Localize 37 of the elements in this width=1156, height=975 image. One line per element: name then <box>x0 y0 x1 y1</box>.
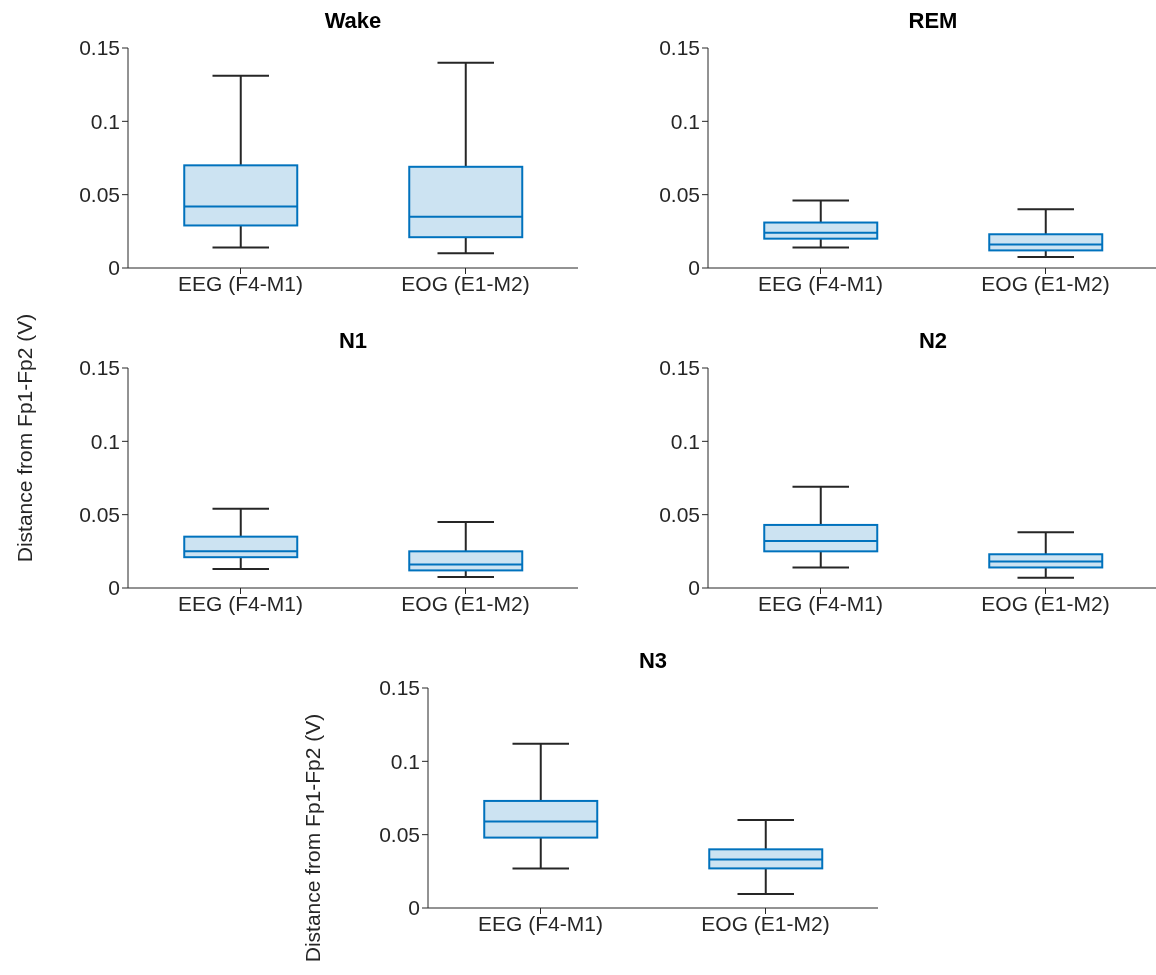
chart-title: REM <box>907 8 959 34</box>
y-tick-label: 0.1 <box>670 429 700 453</box>
chart-title: N2 <box>917 328 949 354</box>
y-tick-label: 0.1 <box>670 109 700 133</box>
y-tick-label: 0 <box>688 576 700 600</box>
x-tick-label: EOG (E1-M2) <box>981 271 1110 295</box>
y-tick-label: 0.05 <box>659 503 700 527</box>
y-tick-label: 0.15 <box>79 36 120 60</box>
y-tick-label: 0.1 <box>90 109 120 133</box>
y-tick-label: 0 <box>688 256 700 280</box>
x-tick-label: EEG (F4-M1) <box>178 591 303 615</box>
x-tick-label: EOG (E1-M2) <box>701 911 830 935</box>
y-tick-label: 0.05 <box>79 183 120 207</box>
y-tick-label: 0.05 <box>659 183 700 207</box>
y-tick-label: 0.15 <box>659 356 700 380</box>
x-tick-label: EEG (F4-M1) <box>758 271 883 295</box>
y-tick-label: 0 <box>408 896 420 920</box>
x-tick-label: EOG (E1-M2) <box>981 591 1110 615</box>
x-tick-label: EOG (E1-M2) <box>401 271 530 295</box>
y-axis-title: Distance from Fp1-Fp2 (V) <box>301 713 325 963</box>
x-tick-label: EOG (E1-M2) <box>401 591 530 615</box>
y-tick-label: 0 <box>108 256 120 280</box>
y-tick-label: 0.05 <box>379 823 420 847</box>
x-tick-label: EEG (F4-M1) <box>178 271 303 295</box>
x-tick-label: EEG (F4-M1) <box>758 591 883 615</box>
chart-title: N3 <box>637 648 669 674</box>
y-tick-label: 0.15 <box>79 356 120 380</box>
y-tick-label: 0.15 <box>379 676 420 700</box>
chart-title: N1 <box>337 328 369 354</box>
y-tick-label: 0.1 <box>90 429 120 453</box>
y-tick-label: 0 <box>108 576 120 600</box>
y-tick-label: 0.1 <box>390 749 420 773</box>
x-tick-label: EEG (F4-M1) <box>478 911 603 935</box>
y-tick-label: 0.05 <box>79 503 120 527</box>
chart-title: Wake <box>323 8 383 34</box>
y-axis-title: Distance from Fp1-Fp2 (V) <box>13 313 37 563</box>
y-tick-label: 0.15 <box>659 36 700 60</box>
